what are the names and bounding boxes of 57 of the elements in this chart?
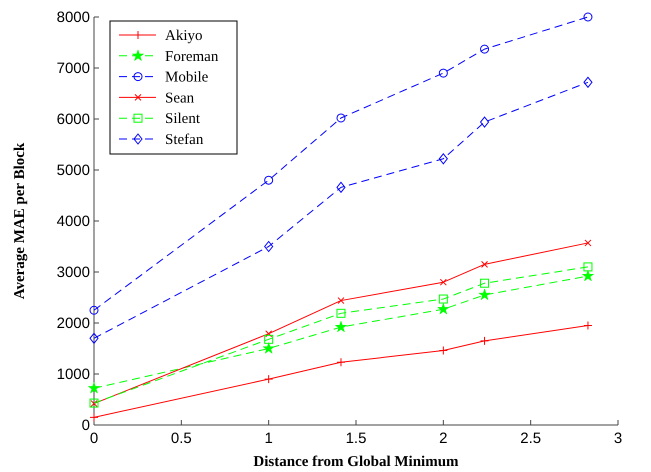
x-axis-title: Distance from Global Minimum bbox=[253, 454, 460, 470]
point bbox=[437, 303, 450, 314]
legend-label: Stefan bbox=[165, 132, 204, 148]
y-tick-label: 2000 bbox=[56, 315, 90, 332]
point bbox=[480, 116, 490, 128]
x-tick-label: 2.5 bbox=[520, 430, 542, 447]
y-tick-label: 4000 bbox=[56, 213, 90, 230]
point bbox=[478, 288, 490, 300]
point bbox=[438, 153, 448, 164]
y-tick-label: 6000 bbox=[56, 111, 90, 128]
point bbox=[335, 320, 347, 332]
point bbox=[480, 278, 490, 288]
y-tick-label: 8000 bbox=[56, 9, 90, 26]
x-tick-label: 2 bbox=[439, 430, 448, 447]
x-tick-label: 0.5 bbox=[170, 430, 192, 447]
x-tick-label: 3 bbox=[614, 430, 622, 447]
point bbox=[90, 306, 98, 315]
legend-label: Sean bbox=[165, 90, 195, 106]
point bbox=[440, 278, 447, 286]
point bbox=[337, 297, 344, 304]
point bbox=[264, 176, 274, 185]
point bbox=[336, 358, 346, 367]
point bbox=[262, 342, 275, 354]
point bbox=[88, 382, 100, 394]
point bbox=[264, 334, 274, 344]
point bbox=[264, 241, 274, 252]
point bbox=[584, 239, 592, 246]
point bbox=[90, 412, 98, 422]
y-axis-title: Average MAE per Block bbox=[12, 142, 28, 300]
point bbox=[336, 182, 346, 193]
point bbox=[583, 262, 592, 272]
y-tick-label: 3000 bbox=[56, 264, 90, 281]
y-tick-label: 0 bbox=[82, 417, 90, 434]
y-tick-label: 1000 bbox=[56, 366, 90, 383]
y-tick-label: 7000 bbox=[56, 60, 90, 77]
legend-label: Foreman bbox=[165, 48, 219, 65]
point bbox=[480, 44, 490, 54]
point bbox=[336, 113, 346, 122]
point bbox=[481, 260, 488, 268]
legend-label: Silent bbox=[165, 111, 201, 128]
legend-label: Mobile bbox=[165, 70, 209, 86]
point bbox=[583, 321, 592, 330]
point bbox=[90, 332, 98, 344]
point bbox=[264, 374, 274, 384]
y-tick-label: 5000 bbox=[56, 162, 90, 179]
point bbox=[265, 330, 272, 338]
point bbox=[438, 346, 448, 356]
point bbox=[582, 270, 594, 282]
point bbox=[336, 308, 346, 318]
point bbox=[438, 68, 448, 78]
x-tick-label: 1 bbox=[264, 430, 273, 447]
point bbox=[583, 12, 592, 22]
point bbox=[438, 294, 448, 304]
x-tick-label: 1.5 bbox=[346, 430, 366, 447]
legend-label: Akiyo bbox=[165, 28, 202, 44]
point bbox=[583, 76, 592, 88]
point bbox=[480, 336, 490, 346]
